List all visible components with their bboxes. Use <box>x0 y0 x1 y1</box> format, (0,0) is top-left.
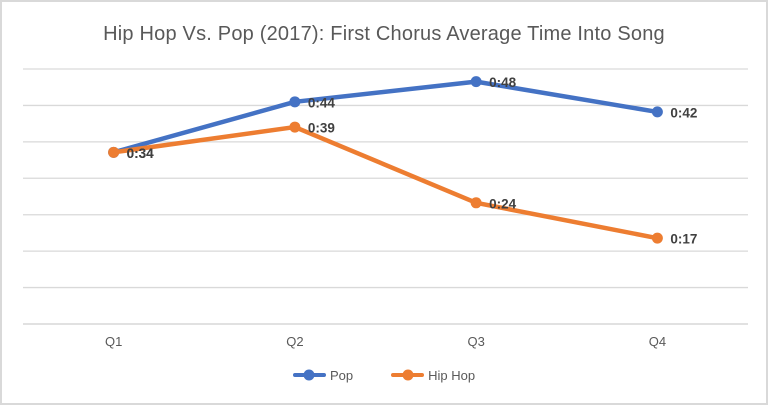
data-point-pop-q3[interactable] <box>470 76 482 88</box>
data-point-pop-q2[interactable] <box>289 96 301 108</box>
data-point-hip-hop-q4[interactable] <box>651 232 663 244</box>
data-point-hip-hop-q1[interactable] <box>108 146 120 158</box>
hip-hop-series-swatch-icon <box>391 369 425 381</box>
data-point-pop-q4[interactable] <box>651 106 663 118</box>
series-line-pop[interactable] <box>111 79 660 155</box>
legend-label-hip-hop: Hip Hop <box>428 367 476 383</box>
data-label-pop-q3: 0:48 <box>489 75 517 90</box>
data-label-hip-hop-q2: 0:39 <box>308 121 335 136</box>
series-line-hip-hop[interactable] <box>111 124 660 241</box>
x-axis-label-q2: Q2 <box>286 334 303 349</box>
legend-item-hip-hop[interactable]: Hip Hop <box>391 368 475 383</box>
chart-title: Hip Hop Vs. Pop (2017): First Chorus Ave… <box>103 23 665 45</box>
data-point-hip-hop-q3[interactable] <box>470 197 482 209</box>
data-label-hip-hop-q4: 0:17 <box>670 232 697 247</box>
x-axis-label-q1: Q1 <box>105 334 122 349</box>
data-point-hip-hop-q2[interactable] <box>289 121 301 133</box>
data-label-hip-hop-q3: 0:24 <box>489 196 517 211</box>
x-axis-label-q3: Q3 <box>467 334 484 349</box>
legend-item-pop[interactable]: Pop <box>292 367 354 383</box>
data-label-hip-hop-q1: 0:34 <box>127 146 155 161</box>
chart-legend: Pop Hip Hop <box>2 365 766 385</box>
x-axis-label-q4: Q4 <box>649 334 666 349</box>
pop-series-swatch-icon <box>292 369 326 381</box>
legend-label-pop: Pop <box>329 367 354 383</box>
data-label-pop-q4: 0:42 <box>670 105 697 120</box>
data-label-pop-q2: 0:44 <box>308 95 336 110</box>
data-label-pop-q1: 0:34 <box>127 146 155 161</box>
